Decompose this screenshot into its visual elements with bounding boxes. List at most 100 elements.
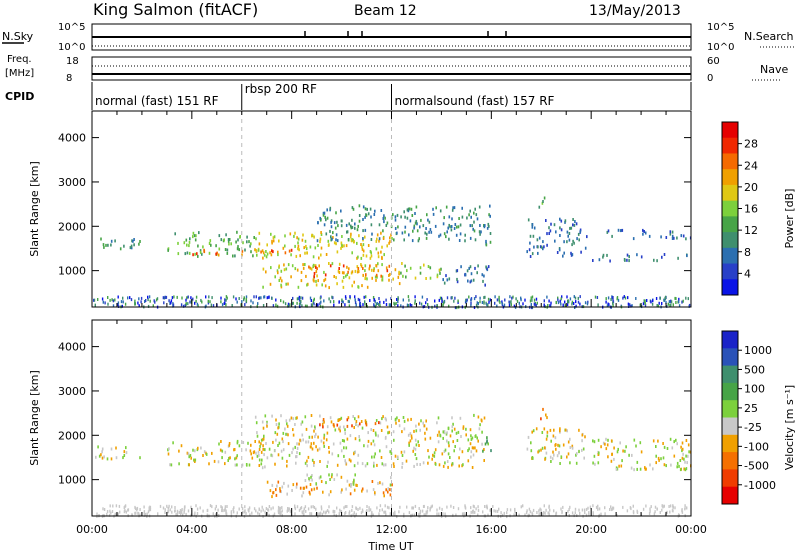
echo-cell: [371, 480, 374, 483]
echo-cell: [415, 457, 418, 461]
echo-cell: [313, 463, 315, 467]
echo-cell: [585, 507, 588, 511]
echo-cell: [581, 439, 583, 443]
echo-cell: [425, 301, 427, 305]
echo-cell: [397, 225, 399, 229]
echo-cell: [440, 267, 442, 271]
echo-cell: [119, 247, 122, 251]
echo-cell: [479, 224, 481, 227]
echo-cell: [107, 302, 109, 306]
echo-cell: [454, 296, 456, 300]
echo-cell: [568, 508, 570, 511]
echo-cell: [209, 239, 212, 243]
echo-cell: [656, 507, 658, 511]
echo-cell: [569, 446, 572, 449]
echo-cell: [412, 506, 414, 510]
echo-cell: [516, 299, 519, 303]
echo-cell: [343, 425, 345, 429]
echo-cell: [559, 462, 561, 465]
echo-cell: [228, 242, 230, 246]
echo-cell: [373, 455, 376, 459]
echo-cell: [350, 459, 352, 463]
echo-cell: [467, 459, 470, 463]
echo-cell: [364, 419, 367, 423]
echo-cell: [114, 239, 116, 243]
echo-cell: [418, 512, 420, 516]
echo-cell: [138, 304, 140, 308]
echo-cell: [569, 297, 572, 301]
echo-cell: [653, 512, 656, 516]
echo-cell: [346, 265, 348, 269]
echo-cell: [379, 508, 381, 512]
echo-cell: [351, 505, 354, 509]
echo-cell: [494, 295, 496, 299]
echo-cell: [450, 296, 452, 300]
echo-cell: [282, 246, 285, 250]
echo-cell: [344, 428, 346, 432]
echo-cell: [639, 467, 642, 471]
echo-cell: [291, 489, 293, 492]
echo-cell: [535, 427, 538, 431]
echo-cell: [295, 485, 298, 489]
echo-cell: [200, 446, 202, 450]
echo-cell: [414, 447, 417, 451]
echo-cell: [573, 223, 576, 227]
echo-cell: [386, 505, 389, 509]
echo-cell: [106, 512, 108, 516]
echo-cell: [171, 296, 174, 300]
echo-cell: [112, 504, 114, 508]
echo-cell: [333, 513, 335, 517]
echo-cell: [396, 213, 399, 217]
echo-cell: [415, 429, 418, 433]
echo-cell: [309, 296, 312, 300]
echo-cell: [377, 251, 380, 255]
echo-cell: [466, 216, 468, 220]
echo-cell: [434, 304, 436, 308]
echo-cell: [604, 512, 606, 516]
echo-cell: [429, 228, 432, 231]
echo-cell: [398, 510, 400, 514]
echo-cell: [650, 505, 652, 509]
echo-cell: [324, 273, 327, 277]
echo-cell: [131, 513, 133, 517]
echo-cell: [326, 425, 329, 429]
echo-cell: [101, 450, 103, 454]
echo-cell: [443, 232, 446, 236]
echo-cell: [459, 223, 462, 227]
echo-cell: [287, 507, 289, 511]
echo-cell: [368, 508, 370, 512]
echo-cell: [578, 428, 580, 432]
echo-cell: [457, 299, 459, 303]
echo-cell: [448, 223, 450, 227]
echo-cell: [147, 298, 149, 302]
echo-cell: [105, 243, 107, 247]
echo-cell: [651, 302, 654, 306]
echo-cell: [564, 428, 567, 432]
echo-cell: [305, 274, 307, 278]
echo-cell: [205, 295, 207, 299]
echo-cell: [305, 440, 307, 444]
echo-cell: [275, 418, 277, 422]
echo-cell: [264, 512, 267, 516]
echo-cell: [394, 268, 397, 272]
echo-cell: [262, 437, 265, 441]
echo-cell: [238, 248, 240, 252]
echo-cell: [642, 228, 644, 232]
echo-cell: [260, 450, 263, 454]
echo-cell: [308, 435, 311, 439]
echo-cell: [344, 461, 347, 465]
x-tick-label: 04:00: [176, 523, 208, 536]
echo-cell: [555, 230, 557, 234]
echo-cell: [311, 474, 313, 477]
echo-cell: [468, 266, 470, 270]
echo-cell: [479, 296, 481, 300]
echo-cell: [546, 434, 549, 438]
echo-cell: [481, 442, 483, 446]
echo-cell: [271, 241, 273, 245]
echo-cell: [201, 252, 203, 256]
echo-cell: [575, 461, 578, 465]
echo-cell: [335, 242, 337, 246]
echo-cell: [531, 456, 534, 459]
echo-cell: [546, 243, 548, 247]
echo-cell: [263, 453, 265, 457]
